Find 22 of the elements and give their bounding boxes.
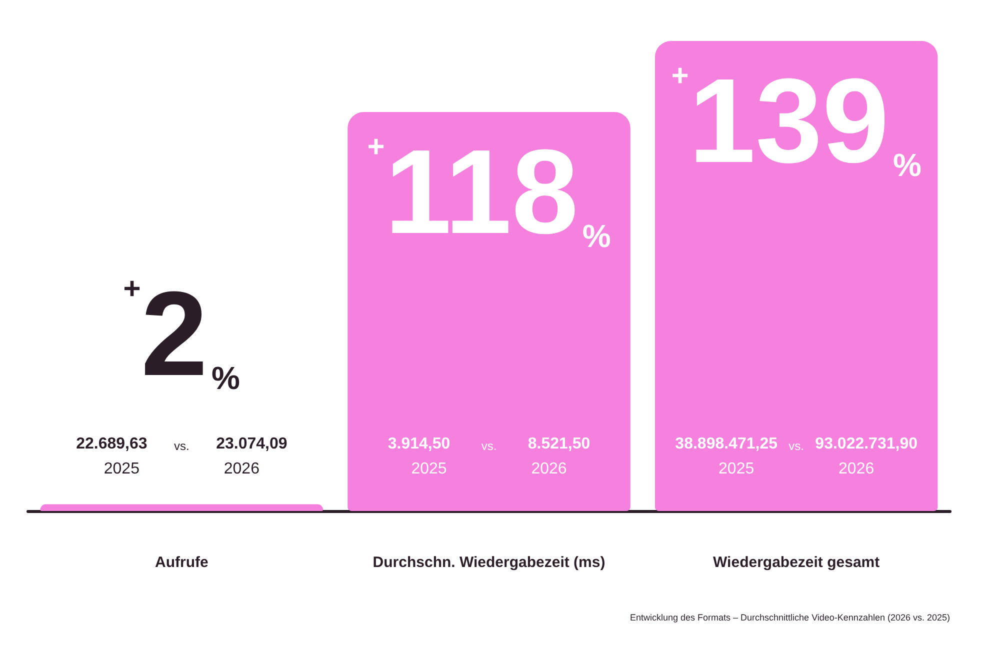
annotation: 38.898.471,25: [675, 436, 778, 452]
annotation: 2026: [531, 460, 567, 478]
x-tick-label: Durchschn. Wiedergabezeit (ms): [372, 554, 606, 571]
x-tick-label: Wiedergabezeit gesamt: [713, 554, 880, 571]
annotation: 2026: [838, 460, 874, 478]
annotation: 2025: [718, 460, 754, 478]
text: Entwicklung des Formats – Durchschnittliche Video-Kennzahlen (2026 vs. 2025): [630, 612, 950, 622]
annotation: 23.074,09: [216, 436, 288, 452]
x-tick-label: Aufrufe: [155, 554, 208, 571]
annotation: 2025: [104, 460, 140, 478]
data-label: +2%: [123, 267, 240, 402]
annotation: vs.: [174, 439, 190, 453]
annotation: 22.689,63: [76, 436, 148, 452]
annotation: 3.914,50: [388, 436, 450, 452]
data-label: +139%: [671, 54, 922, 188]
annotation: 8.521,50: [528, 436, 590, 452]
annotation: vs.: [788, 439, 804, 453]
annotation: 2026: [224, 460, 260, 478]
annotation: 93.022.731,90: [815, 436, 918, 452]
annotation: vs.: [481, 439, 497, 453]
annotation: 2025: [411, 460, 447, 478]
data-label: +118%: [367, 125, 611, 260]
